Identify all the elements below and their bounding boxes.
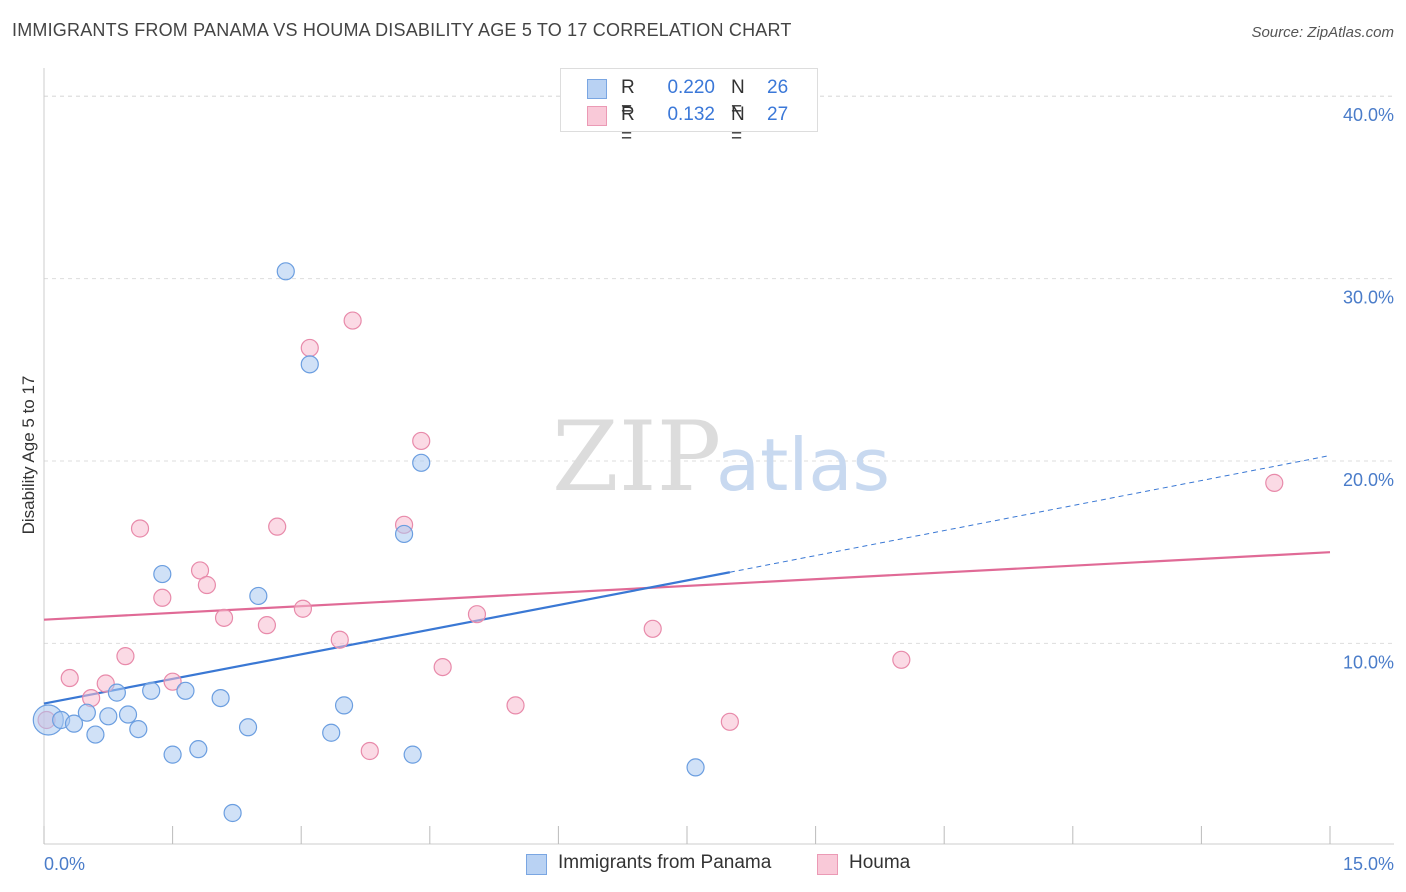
point-houma [214, 608, 234, 627]
point-panama [189, 740, 208, 759]
watermark-zip: ZIP [552, 401, 721, 513]
legend-n-value: 27 [767, 104, 789, 125]
legend-r-value: 0.132 [667, 104, 715, 125]
point-panama [107, 683, 126, 702]
chart-title: IMMIGRANTS FROM PANAMA VS HOUMA DISABILI… [12, 20, 792, 40]
trendline-panama [43, 571, 731, 705]
point-houma [153, 588, 172, 607]
bottom-legend-label-panama: Immigrants from Panama [558, 852, 772, 873]
trendline-houma [43, 551, 1331, 621]
watermark-atlas: atlas [716, 423, 890, 507]
point-houma [130, 519, 150, 538]
point-houma [1265, 473, 1284, 492]
point-panama [99, 707, 118, 726]
legend-n-label: N = [731, 104, 745, 147]
point-houma [360, 741, 379, 761]
point-houma [892, 650, 911, 669]
bottom-legend-label-houma: Houma [849, 852, 911, 873]
trend-layer [43, 455, 1331, 705]
source-label: Source: ZipAtlas.com [1251, 24, 1394, 41]
legend-r-label: R = [621, 77, 635, 120]
point-panama [163, 745, 182, 764]
point-houma [60, 668, 79, 688]
point-panama [412, 453, 431, 472]
point-panama [118, 705, 138, 724]
legend-r-value: 0.220 [667, 77, 715, 98]
point-houma [300, 338, 319, 358]
point-panama [153, 564, 172, 584]
legend-n-value: 26 [767, 77, 789, 98]
x-tick-label-min: 0.0% [44, 854, 85, 874]
y-axis-label: Disability Age 5 to 17 [19, 376, 38, 535]
y-tick-label: 10.0% [1343, 652, 1394, 672]
bottom-legend-swatch-houma [817, 854, 838, 875]
axes-layer: 10.0% 20.0% 30.0% 40.0% [43, 68, 1394, 845]
point-houma [293, 599, 313, 618]
point-houma [257, 616, 277, 635]
point-panama [86, 725, 105, 744]
point-houma [330, 630, 349, 649]
point-panama [129, 719, 148, 739]
point-panama [77, 703, 96, 722]
point-panama [300, 355, 319, 374]
point-houma [197, 575, 216, 595]
legend: R = 0.220 N = 26 R = 0.132 N = 27 [560, 68, 818, 147]
point-panama [686, 758, 705, 777]
x-tick-label-max: 15.0% [1343, 854, 1394, 874]
y-tick-label: 20.0% [1343, 470, 1394, 490]
point-houma [643, 619, 662, 638]
point-panama [322, 723, 341, 742]
point-panama [176, 681, 195, 700]
legend-swatch-houma [587, 106, 607, 126]
point-houma [163, 672, 182, 691]
point-panama [223, 803, 242, 823]
point-houma [506, 696, 525, 715]
points-layer [32, 262, 1284, 823]
trendline-panama-extension [729, 455, 1331, 573]
point-houma [720, 712, 739, 731]
point-houma [467, 605, 487, 624]
point-panama [64, 714, 84, 733]
point-panama [211, 688, 230, 708]
legend-r-label: R = [621, 104, 635, 147]
legend-swatch-panama [587, 79, 607, 99]
point-panama [403, 745, 422, 764]
point-houma [343, 311, 362, 330]
point-panama [238, 718, 258, 737]
point-panama [394, 524, 414, 544]
point-panama [334, 696, 354, 715]
point-houma [412, 431, 431, 451]
y-tick-label: 40.0% [1343, 105, 1394, 125]
point-panama [276, 262, 295, 281]
point-panama [142, 681, 161, 700]
legend-n-label: N = [731, 77, 745, 120]
point-houma [116, 647, 135, 666]
point-panama [249, 586, 268, 606]
bottom-legend-swatch-panama [526, 854, 547, 875]
grid-layer [44, 95, 1394, 644]
y-tick-label: 30.0% [1343, 288, 1394, 308]
watermark: ZIP atlas [552, 401, 890, 513]
point-houma [190, 561, 210, 580]
point-houma [433, 657, 452, 677]
point-houma [268, 517, 287, 536]
